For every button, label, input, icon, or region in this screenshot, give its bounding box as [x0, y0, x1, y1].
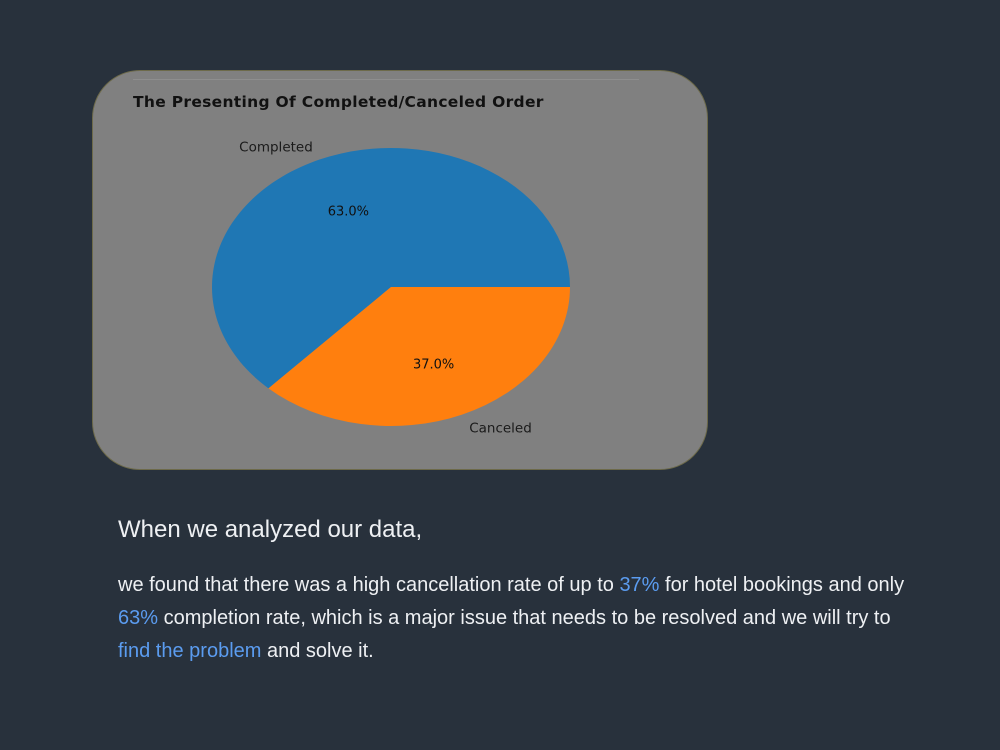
pie-slice-completed [212, 147, 570, 389]
pie-pct-label-canceled: 37.0% [413, 358, 454, 373]
pie-pct-label-completed: 63.0% [328, 204, 369, 219]
highlight-completion-rate: 63% [118, 607, 159, 629]
highlight-find-problem: find the problem [118, 640, 262, 662]
pie-slice-canceled [268, 287, 570, 426]
intro-text: When we analyzed our data, [118, 516, 423, 543]
body-text-1: we found that there was a high cancellat… [118, 574, 620, 596]
body-text-3: completion rate, which is a major issue … [158, 607, 891, 629]
body-text-4: and solve it. [261, 640, 374, 662]
pie-category-label-canceled: Canceled [469, 420, 532, 436]
body-paragraph: we found that there was a high cancellat… [118, 569, 918, 668]
chart-card: The Presenting Of Completed/Canceled Ord… [92, 70, 708, 470]
pie-category-label-completed: Completed [239, 140, 313, 156]
pie-chart: 63.0% Completed 37.0% Canceled [212, 140, 570, 436]
highlight-cancel-rate: 37% [619, 574, 660, 596]
chart-title: The Presenting Of Completed/Canceled Ord… [133, 93, 544, 111]
body-text-2: for hotel bookings and only [659, 574, 905, 596]
chart-top-border [133, 79, 639, 80]
